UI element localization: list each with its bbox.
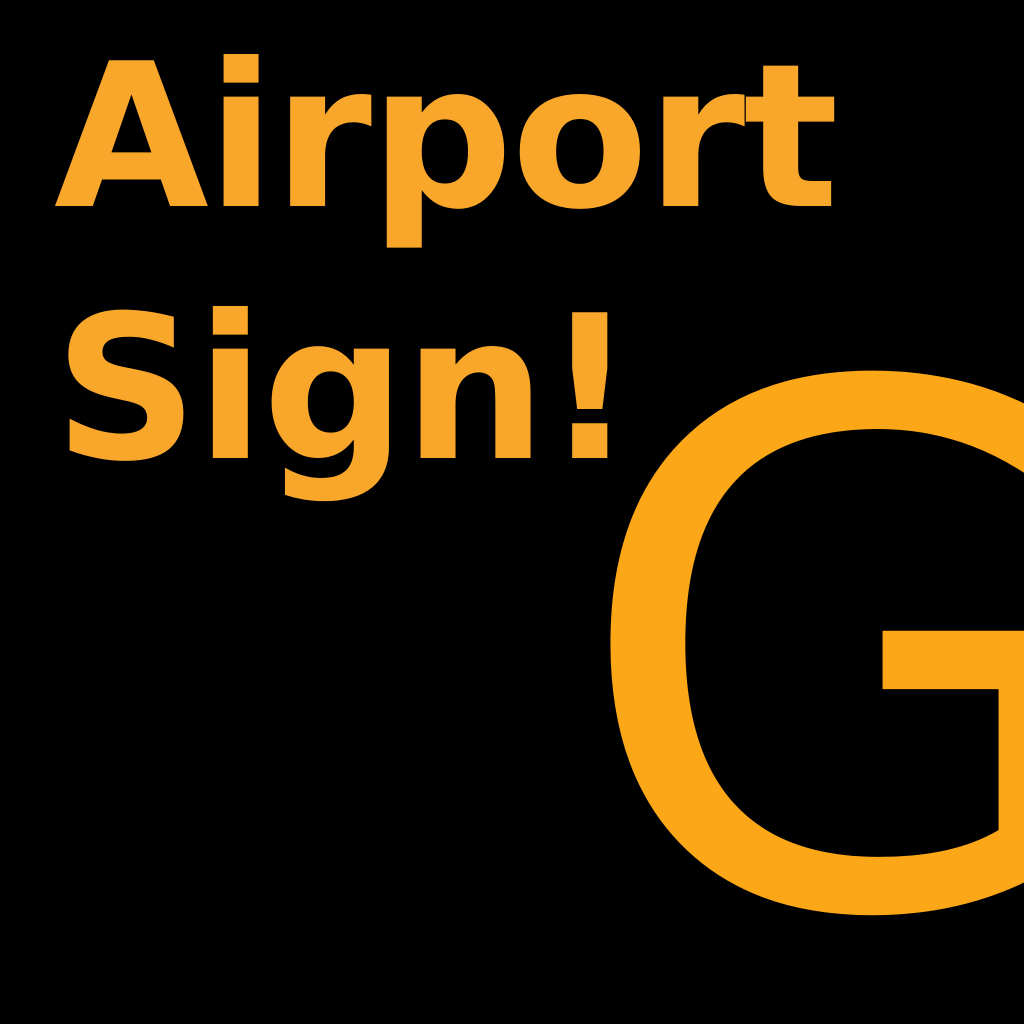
sign-title-line-2: Sign! <box>54 273 635 506</box>
gate-letter: G <box>570 237 1024 1024</box>
sign-title-line-1: Airport <box>54 21 839 254</box>
